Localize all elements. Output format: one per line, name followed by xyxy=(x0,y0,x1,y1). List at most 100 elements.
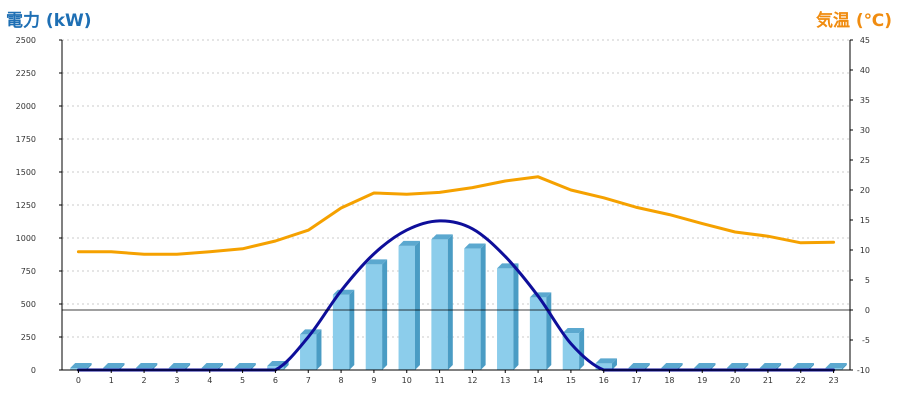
right-tick-label: 25 xyxy=(860,156,870,165)
left-tick-label: 1000 xyxy=(16,234,36,243)
left-tick-label: 750 xyxy=(21,267,36,276)
bar xyxy=(398,240,420,370)
x-tick-label: 17 xyxy=(631,376,641,385)
bar-side xyxy=(217,363,223,370)
right-tick-label: 35 xyxy=(860,96,870,105)
bar-side xyxy=(841,363,847,370)
left-tick-label: 1250 xyxy=(16,201,36,210)
right-tick-label: -10 xyxy=(857,366,870,375)
x-tick-label: 9 xyxy=(371,376,376,385)
bar-side xyxy=(644,363,650,370)
bar-front xyxy=(267,366,284,370)
bar xyxy=(595,358,617,370)
right-tick-label: 10 xyxy=(860,246,870,255)
x-tick-label: 0 xyxy=(76,376,81,385)
bar-top xyxy=(365,259,388,265)
bar xyxy=(431,234,453,370)
bar-front xyxy=(529,297,547,370)
bar-side xyxy=(480,243,486,370)
x-tick-label: 4 xyxy=(207,376,212,385)
x-tick-label: 18 xyxy=(664,376,674,385)
axes xyxy=(59,39,853,373)
left-tick-label: 1500 xyxy=(16,168,36,177)
x-tick-label: 8 xyxy=(339,376,344,385)
bar-side xyxy=(152,363,158,370)
right-tick-label: 40 xyxy=(860,66,870,75)
bar-top xyxy=(595,358,617,364)
x-tick-label: 23 xyxy=(828,376,838,385)
x-tick-label: 1 xyxy=(109,376,114,385)
bar-side xyxy=(447,234,453,370)
bar-front xyxy=(398,245,415,370)
x-tick-label: 7 xyxy=(306,376,311,385)
bar-side xyxy=(414,240,420,370)
x-tick-label: 14 xyxy=(533,376,543,385)
right-tick-label: 45 xyxy=(860,36,870,45)
bar-side xyxy=(710,363,716,370)
power-curve-line xyxy=(76,219,836,372)
x-tick-label: 22 xyxy=(796,376,806,385)
bar-front xyxy=(332,294,350,370)
left-axis-title: 電力 (kW) xyxy=(6,11,92,31)
bar-side xyxy=(808,363,814,370)
right-tick-label: 20 xyxy=(860,186,870,195)
left-tick-label: 2250 xyxy=(16,69,36,78)
bar-top xyxy=(628,363,650,368)
x-tick-label: 5 xyxy=(240,376,245,385)
bar-top xyxy=(562,328,585,334)
bar-side xyxy=(86,363,92,370)
bar-front xyxy=(300,334,317,370)
right-tick-label: -5 xyxy=(862,336,870,345)
left-tick-label: 250 xyxy=(21,333,36,342)
power-bars xyxy=(70,234,847,370)
bar-front xyxy=(464,248,481,370)
right-tick-label: 0 xyxy=(865,306,870,315)
bar xyxy=(464,243,486,370)
x-tick-label: 21 xyxy=(763,376,773,385)
bar-top xyxy=(201,363,223,368)
bar-top xyxy=(234,363,256,368)
bar xyxy=(562,328,585,370)
left-tick-label: 1750 xyxy=(16,135,36,144)
bar-front xyxy=(497,268,514,370)
x-tick-label: 20 xyxy=(730,376,740,385)
bar-top xyxy=(398,240,420,246)
right-tick-label: 15 xyxy=(860,216,870,225)
bar-side xyxy=(677,363,683,370)
bar-top xyxy=(135,363,158,368)
bar-top xyxy=(726,363,749,368)
bar xyxy=(529,292,552,370)
series-lines xyxy=(76,175,836,372)
bar-top xyxy=(70,363,92,368)
bar-top xyxy=(168,363,191,368)
x-tick-label: 19 xyxy=(697,376,707,385)
bar-front xyxy=(562,333,580,370)
x-tick-label: 3 xyxy=(174,376,179,385)
bar-side xyxy=(185,363,191,370)
bar-top xyxy=(661,363,683,368)
bar-side xyxy=(513,263,519,370)
x-tick-label: 13 xyxy=(500,376,510,385)
bar-side xyxy=(546,292,552,370)
x-tick-label: 15 xyxy=(566,376,576,385)
x-tick-label: 11 xyxy=(434,376,444,385)
tick-labels: 02505007501000125015001750200022502500-1… xyxy=(16,36,870,385)
bar-front xyxy=(365,264,383,370)
bar-top xyxy=(759,363,782,368)
bar-side xyxy=(119,363,125,370)
bar xyxy=(497,263,519,370)
bar-side xyxy=(283,361,289,370)
bar xyxy=(332,289,355,370)
bar-top xyxy=(694,363,716,368)
x-tick-label: 6 xyxy=(273,376,278,385)
x-tick-label: 12 xyxy=(467,376,477,385)
left-tick-label: 0 xyxy=(31,366,36,375)
bar-top xyxy=(825,363,847,368)
bar-top xyxy=(103,363,125,368)
x-tick-label: 16 xyxy=(599,376,609,385)
x-tick-label: 10 xyxy=(402,376,412,385)
bar-side xyxy=(316,329,322,370)
x-tick-label: 2 xyxy=(142,376,147,385)
right-axis-title: 気温 (℃) xyxy=(815,11,892,31)
